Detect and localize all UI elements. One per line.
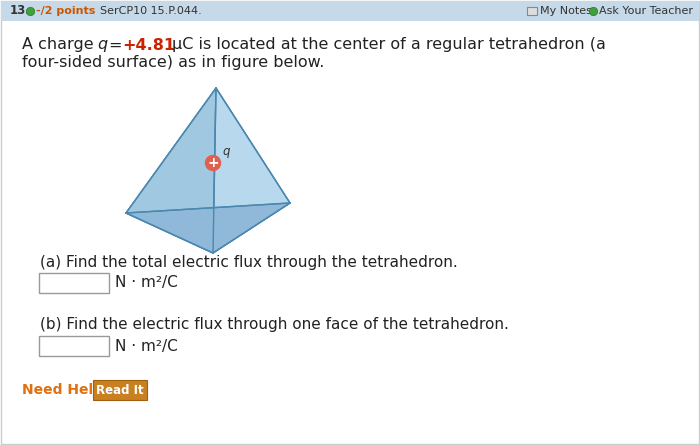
Text: Ask Your Teacher: Ask Your Teacher <box>599 6 693 16</box>
Text: N · m²/C: N · m²/C <box>115 275 178 291</box>
Text: +: + <box>207 156 219 170</box>
Text: (a) Find the total electric flux through the tetrahedron.: (a) Find the total electric flux through… <box>40 255 458 270</box>
Text: +4.81: +4.81 <box>122 37 175 53</box>
Text: (b) Find the electric flux through one face of the tetrahedron.: (b) Find the electric flux through one f… <box>40 317 509 332</box>
Text: My Notes: My Notes <box>540 6 592 16</box>
Text: A charge: A charge <box>22 37 99 53</box>
FancyBboxPatch shape <box>39 336 109 356</box>
Polygon shape <box>126 203 290 253</box>
Circle shape <box>206 155 220 170</box>
FancyBboxPatch shape <box>527 7 537 15</box>
FancyBboxPatch shape <box>1 1 699 21</box>
Text: Need Help?: Need Help? <box>22 383 111 397</box>
Text: μC is located at the center of a regular tetrahedron (a: μC is located at the center of a regular… <box>172 37 606 53</box>
Text: q: q <box>97 37 107 53</box>
Text: N · m²/C: N · m²/C <box>115 339 178 353</box>
Text: q: q <box>222 146 230 158</box>
Polygon shape <box>213 88 290 253</box>
Polygon shape <box>126 88 216 253</box>
Polygon shape <box>126 88 216 213</box>
Text: =: = <box>108 37 122 53</box>
FancyBboxPatch shape <box>39 273 109 293</box>
Polygon shape <box>210 88 290 203</box>
Text: four-sided surface) as in figure below.: four-sided surface) as in figure below. <box>22 56 324 70</box>
FancyBboxPatch shape <box>93 380 147 400</box>
Text: 13.: 13. <box>10 4 31 17</box>
Text: Read It: Read It <box>96 384 144 396</box>
Text: SerCP10 15.P.044.: SerCP10 15.P.044. <box>100 6 202 16</box>
Text: -/2 points: -/2 points <box>36 6 95 16</box>
